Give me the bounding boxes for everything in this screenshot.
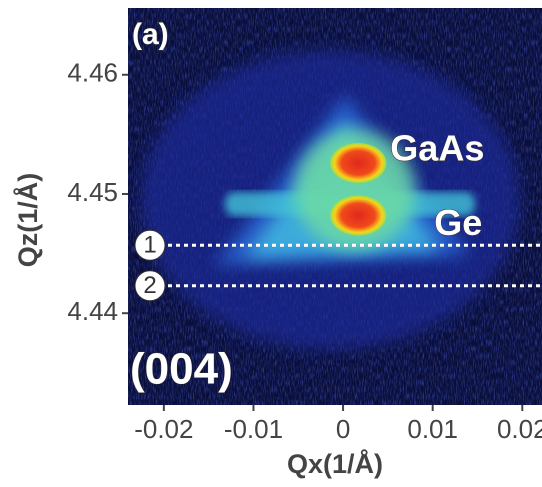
y-tick-label: 4.46: [67, 58, 118, 88]
reflection-label: (004): [130, 345, 233, 394]
marker-circle: [134, 270, 166, 302]
marker-circle: [134, 229, 166, 261]
x-axis-label: Qx(1/Å): [287, 448, 383, 479]
panel-label: (a): [132, 18, 169, 51]
peak-label: GaAs: [390, 128, 484, 169]
x-tick-label: 0: [336, 414, 350, 444]
marker-label: 1: [143, 232, 156, 259]
peak-label: Ge: [434, 202, 482, 243]
x-tick-label: 0.01: [407, 414, 458, 444]
y-axis-label: Qz(1/Å): [12, 173, 43, 268]
x-tick-label: -0.02: [134, 414, 193, 444]
x-tick-label: 0.02: [497, 414, 542, 444]
peak: [330, 195, 387, 236]
peak: [330, 142, 387, 183]
y-tick-label: 4.45: [67, 177, 118, 207]
x-tick-label: -0.01: [224, 414, 283, 444]
marker-label: 2: [143, 272, 156, 299]
y-tick-label: 4.44: [67, 296, 118, 326]
